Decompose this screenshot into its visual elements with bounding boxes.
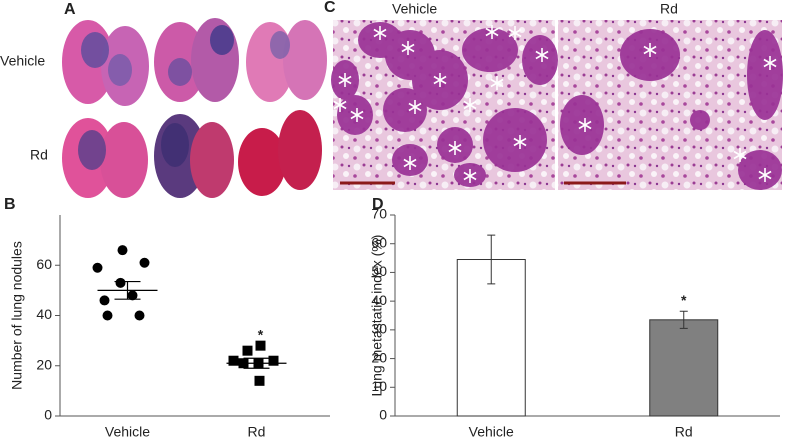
x-tick-label: Vehicle [469,424,514,440]
panel-label: A [64,1,76,18]
asterisk-stroke [508,28,522,38]
point [134,310,145,321]
point [99,295,110,306]
y-tick-label: 40 [36,306,52,322]
point [268,355,279,366]
asterisk-stroke [643,45,657,55]
asterisk-stroke [433,75,447,85]
histology: C Vehicle Rd [324,0,783,190]
asterisk-stroke [448,143,462,153]
asterisk-stroke [763,58,777,68]
y-tick-label: 60 [371,234,387,250]
point [92,262,103,273]
y-tick-label: 10 [371,378,387,394]
asterisk-stroke [490,78,504,88]
lung-bottom [62,110,322,198]
point [102,310,113,321]
error-bar [679,310,688,329]
x-tick-label: Rd [675,424,693,440]
panel-label: B [4,196,16,213]
lung-top [62,18,327,106]
y-tick-label: 50 [371,263,387,279]
y-tick-label: 20 [371,349,387,365]
error-bar [243,357,270,369]
asterisk-stroke [338,75,352,85]
x-tick-label: Vehicle [105,424,150,440]
point [117,245,128,256]
point [115,277,126,288]
asterisk-stroke [463,100,477,110]
significance-marker: * [681,292,687,308]
asterisks [333,25,777,183]
asterisk-stroke [403,158,417,168]
asterisk-stroke [758,170,772,180]
asterisk-stroke [733,150,747,160]
point [254,375,265,386]
x-tick-label: Rd [248,424,266,440]
column-label: Rd [660,1,678,17]
y-tick-label: 0 [44,407,52,423]
column-label: Vehicle [392,1,437,17]
y-tick-label: 0 [379,407,387,423]
lung-photos: A Vehicle Rd [0,1,327,198]
asterisk-stroke [513,137,527,147]
asterisk-stroke [373,28,387,38]
point [228,355,239,366]
y-tick-label: 40 [371,292,387,308]
bar [649,319,719,417]
point [255,340,266,351]
asterisk-stroke [535,50,549,60]
y-tick-label: 20 [36,356,52,372]
panel-label: C [324,0,336,16]
asterisk-stroke [578,120,592,130]
y-tick-label: 30 [371,321,387,337]
error-bar [487,234,496,285]
y-tick-label: 60 [36,256,52,272]
row-label: Rd [30,147,48,163]
row-label: Vehicle [0,53,45,69]
asterisk-stroke [485,27,499,37]
asterisk-stroke [408,102,422,112]
asterisk-stroke [401,43,415,53]
asterisk-stroke [463,171,477,181]
point [139,257,150,268]
y-axis-label: Lung metastatic index (%) [369,235,385,397]
point [242,345,253,356]
panel-label: D [372,196,384,213]
point [127,290,138,301]
asterisk-stroke [333,100,347,110]
bar [456,259,526,417]
error-bar [114,280,141,300]
y-axis-label: Number of lung nodules [9,241,25,390]
asterisk-stroke [350,110,364,120]
y-tick-label: 70 [371,206,387,222]
significance-marker: * [258,326,264,342]
